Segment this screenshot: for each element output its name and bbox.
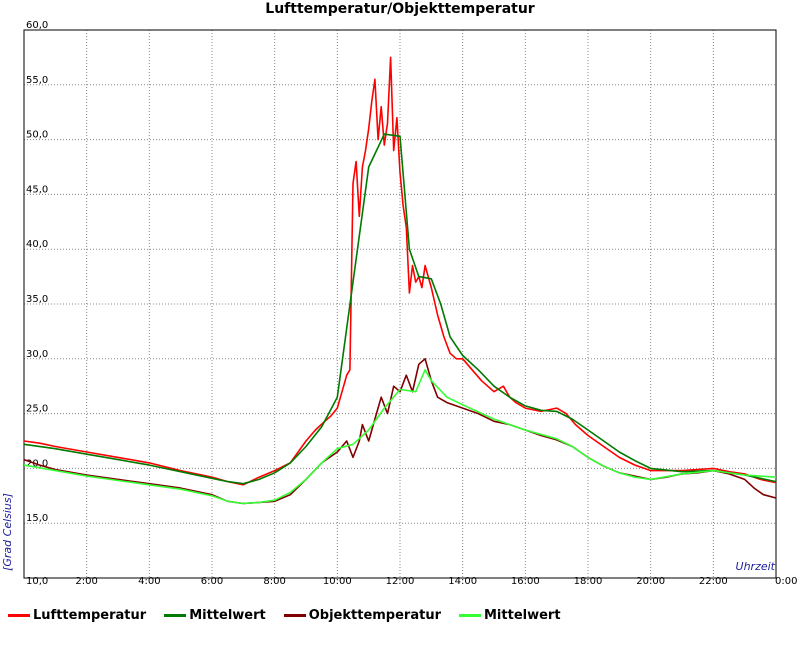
y-tick-label: 10,0: [26, 576, 48, 587]
y-tick-label: 55,0: [26, 75, 48, 86]
x-tick-label: 8:00: [263, 576, 285, 587]
x-tick-label: 14:00: [448, 576, 477, 587]
x-tick-label: 0:00: [775, 576, 797, 587]
series-line-1: [23, 56, 777, 486]
series-line-3: [23, 357, 777, 505]
legend-swatch: [459, 614, 481, 617]
legend-item-2: Mittelwert: [164, 608, 266, 623]
x-axis-ticks: 2:00 4:00 6:00 8:00 10:00 12:00 14:00 16:00 18:0…: [75, 576, 797, 587]
series-line-4: [23, 368, 777, 505]
x-tick-label: 20:00: [636, 576, 665, 587]
x-tick-label: 6:00: [201, 576, 223, 587]
legend-label: Lufttemperatur: [33, 608, 147, 623]
legend-swatch: [283, 614, 306, 617]
x-tick-label: 10:00: [323, 576, 352, 587]
chart-title: Lufttemperatur/Objekttemperatur: [265, 1, 535, 17]
y-tick-label: 15,0: [26, 513, 48, 524]
legend-item-1: Lufttemperatur: [8, 608, 146, 623]
x-tick-label: 18:00: [574, 576, 603, 587]
y-axis-ticks: 10,015,020,025,030,035,040,045,050,055,0…: [26, 20, 48, 587]
plot-frame: [23, 29, 777, 579]
y-tick-label: 50,0: [26, 130, 48, 141]
series-line-2: [23, 133, 777, 485]
x-axis-label: Uhrzeit: [736, 560, 776, 573]
legend-label: Objekttemperatur: [308, 608, 441, 623]
y-tick-label: 60,0: [26, 20, 48, 31]
legend-item-3: Objekttemperatur: [283, 608, 441, 623]
legend-swatch: [164, 614, 187, 617]
x-tick-label: 16:00: [511, 576, 540, 587]
legend-label: Mittelwert: [189, 608, 266, 623]
chart-legend: Lufttemperatur Mittelwert Objekttemperatur…: [8, 608, 561, 623]
x-tick-label: 2:00: [75, 576, 97, 587]
legend-item-4: Mittelwert: [459, 608, 561, 623]
x-tick-label: 4:00: [138, 576, 160, 587]
x-tick-label: 12:00: [386, 576, 415, 587]
x-tick-label: 22:00: [699, 576, 728, 587]
y-tick-label: 45,0: [26, 184, 48, 195]
legend-label: Mittelwert: [484, 608, 561, 623]
legend-swatch: [8, 614, 30, 617]
y-tick-label: 30,0: [26, 349, 48, 360]
y-tick-label: 40,0: [26, 239, 48, 250]
y-tick-label: 35,0: [26, 294, 48, 305]
y-tick-label: 25,0: [26, 404, 48, 415]
chart-grid: [24, 30, 776, 578]
y-axis-label: [Grad Celsius]: [1, 493, 14, 571]
chart-series: [23, 56, 777, 505]
